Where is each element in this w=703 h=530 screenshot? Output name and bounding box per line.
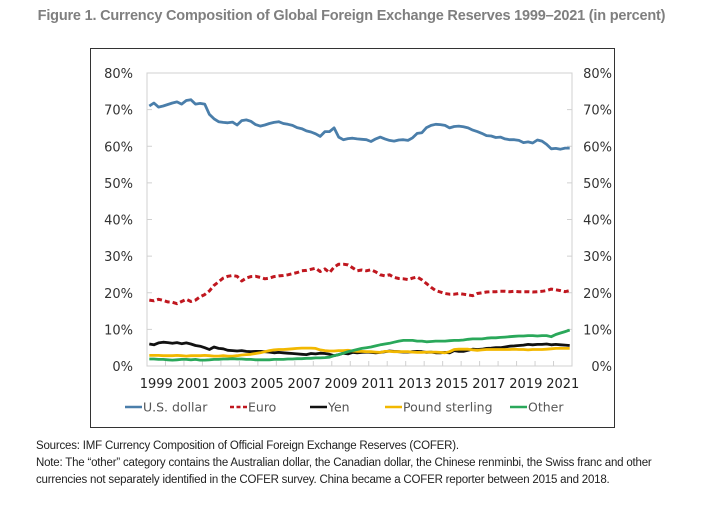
x-tick-label: 2003 bbox=[214, 377, 247, 392]
series-lines bbox=[148, 98, 571, 362]
legend-label: Euro bbox=[248, 400, 276, 415]
series-line-pound-sterling bbox=[149, 346, 570, 358]
legend-label: Yen bbox=[327, 400, 350, 415]
y-tick-label-right: 20% bbox=[583, 287, 612, 302]
y-tick-label-left: 60% bbox=[104, 140, 133, 155]
y-tick-label-right: 60% bbox=[583, 140, 612, 155]
x-tick-label: 1999 bbox=[140, 377, 173, 392]
y-tick-label-right: 70% bbox=[583, 104, 612, 119]
line-chart: 0% 0% 10% 10% 20% 20% 30% 30% 40% 40% 50% 50% 60% 60%… bbox=[104, 67, 612, 415]
x-tick-label: 2015 bbox=[435, 377, 468, 392]
x-tick-label: 2017 bbox=[472, 377, 505, 392]
x-tick-label: 2011 bbox=[361, 377, 394, 392]
legend-label: Other bbox=[528, 400, 564, 415]
note-text: Note: The “other” category contains the … bbox=[36, 457, 655, 486]
y-tick-label-left: 50% bbox=[104, 177, 133, 192]
sources-text: Sources: IMF Currency Composition of Off… bbox=[36, 440, 459, 452]
x-tick-label: 2019 bbox=[509, 377, 542, 392]
x-tick-label: 2013 bbox=[398, 377, 431, 392]
y-tick-label-left: 40% bbox=[104, 214, 133, 229]
figure-notes: Sources: IMF Currency Composition of Off… bbox=[36, 438, 696, 489]
x-tick-label: 2009 bbox=[324, 377, 357, 392]
y-tick-label-left: 10% bbox=[104, 323, 133, 338]
x-tick-label: 2001 bbox=[177, 377, 210, 392]
y-tick-label-left: 20% bbox=[104, 287, 133, 302]
y-tick-label-right: 80% bbox=[583, 67, 612, 82]
axes: 0% 0% 10% 10% 20% 20% 30% 30% 40% 40% 50% 50% 60% 60%… bbox=[104, 67, 612, 392]
y-tick-label-right: 40% bbox=[583, 214, 612, 229]
y-tick-label-left: 0% bbox=[112, 360, 133, 375]
y-tick-label-right: 30% bbox=[583, 250, 612, 265]
y-tick-label-right: 0% bbox=[591, 360, 612, 375]
y-tick-label-right: 50% bbox=[583, 177, 612, 192]
chart-frame bbox=[90, 48, 615, 428]
x-tick-label: 2007 bbox=[288, 377, 321, 392]
y-tick-label-left: 70% bbox=[104, 104, 133, 119]
y-tick-label-left: 80% bbox=[104, 67, 133, 82]
legend-label: U.S. dollar bbox=[143, 400, 208, 415]
x-tick-label: 2005 bbox=[251, 377, 284, 392]
y-tick-label-left: 30% bbox=[104, 250, 133, 265]
y-tick-label-right: 10% bbox=[583, 323, 612, 338]
figure-title: Figure 1. Currency Composition of Global… bbox=[37, 8, 666, 24]
series-line-u-s-dollar bbox=[148, 98, 570, 151]
x-tick-label: 2021 bbox=[546, 377, 579, 392]
legend: U.S. dollar Euro Yen Pound sterling Other bbox=[125, 400, 564, 415]
legend-label: Pound sterling bbox=[403, 400, 493, 415]
series-line-other bbox=[149, 328, 571, 362]
series-line-euro bbox=[149, 262, 571, 306]
